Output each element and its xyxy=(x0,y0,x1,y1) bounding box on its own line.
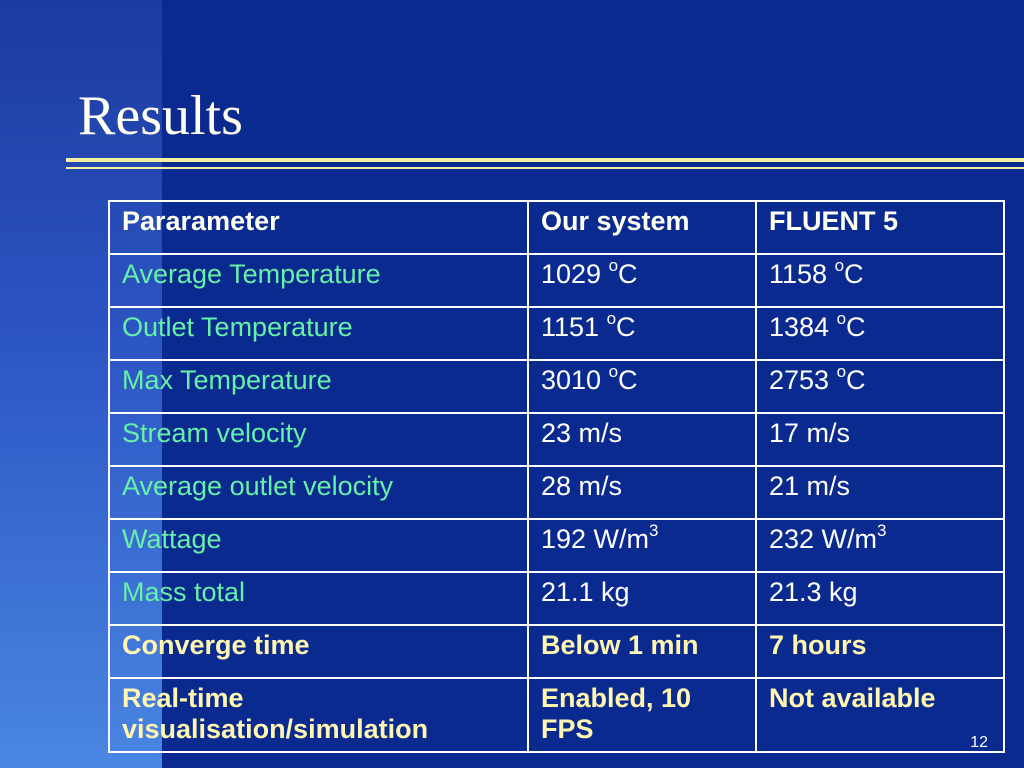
param-average-temperature: Average Temperature xyxy=(108,253,529,308)
unit-text: C xyxy=(616,312,636,342)
unit-text: C xyxy=(844,259,864,289)
table-row: Outlet Temperature 1151 oC 1384 oC xyxy=(108,306,1005,361)
page-number: 12 xyxy=(970,734,988,751)
ours-wattage: 192 W/m3 xyxy=(527,518,757,573)
table-row: Average outlet velocity 28 m/s 21 m/s xyxy=(108,465,1005,520)
title-underline-thin xyxy=(66,167,1024,169)
ours-outlet-temperature: 1151 oC xyxy=(527,306,757,361)
superscript: o xyxy=(608,362,619,381)
header-fluent: FLUENT 5 xyxy=(755,200,1005,255)
table-row: Max Temperature 3010 oC 2753 oC xyxy=(108,359,1005,414)
table-row: Stream velocity 23 m/s 17 m/s xyxy=(108,412,1005,467)
table-row: Wattage 192 W/m3 232 W/m3 xyxy=(108,518,1005,573)
superscript: o xyxy=(608,256,619,275)
fluent-wattage: 232 W/m3 xyxy=(755,518,1005,573)
unit-text: C xyxy=(618,365,638,395)
ours-max-temperature: 3010 oC xyxy=(527,359,757,414)
unit-text: C xyxy=(846,365,866,395)
param-converge-time: Converge time xyxy=(108,624,529,679)
param-real-time-visualisation: Real-time visualisation/simulation xyxy=(108,677,529,753)
table-row: Converge time Below 1 min 7 hours xyxy=(108,624,1005,679)
value-text: 1151 xyxy=(541,312,607,342)
value-text: 3010 xyxy=(541,365,609,395)
superscript: 3 xyxy=(877,521,887,540)
superscript: o xyxy=(836,362,847,381)
fluent-average-outlet-velocity: 21 m/s xyxy=(755,465,1005,520)
ours-converge-time: Below 1 min xyxy=(527,624,757,679)
param-average-outlet-velocity: Average outlet velocity xyxy=(108,465,529,520)
ours-average-temperature: 1029 oC xyxy=(527,253,757,308)
param-max-temperature: Max Temperature xyxy=(108,359,529,414)
fluent-average-temperature: 1158 oC xyxy=(755,253,1005,308)
fluent-stream-velocity: 17 m/s xyxy=(755,412,1005,467)
value-text: 232 W/m xyxy=(769,524,878,554)
ours-stream-velocity: 23 m/s xyxy=(527,412,757,467)
table-header-row: Pararameter Our system FLUENT 5 xyxy=(108,200,1005,255)
value-text: 1158 xyxy=(769,259,835,289)
ours-average-outlet-velocity: 28 m/s xyxy=(527,465,757,520)
table-row: Mass total 21.1 kg 21.3 kg xyxy=(108,571,1005,626)
param-wattage: Wattage xyxy=(108,518,529,573)
unit-text: C xyxy=(618,259,638,289)
title-underline-thick xyxy=(66,158,1024,162)
value-text: 192 W/m xyxy=(541,524,650,554)
fluent-max-temperature: 2753 oC xyxy=(755,359,1005,414)
fluent-outlet-temperature: 1384 oC xyxy=(755,306,1005,361)
param-stream-velocity: Stream velocity xyxy=(108,412,529,467)
param-mass-total: Mass total xyxy=(108,571,529,626)
fluent-mass-total: 21.3 kg xyxy=(755,571,1005,626)
superscript: o xyxy=(834,256,845,275)
table-row: Real-time visualisation/simulation Enabl… xyxy=(108,677,1005,753)
unit-text: C xyxy=(846,312,866,342)
results-table: Pararameter Our system FLUENT 5 Average … xyxy=(108,200,1005,753)
value-text: 2753 xyxy=(769,365,837,395)
superscript: o xyxy=(836,309,847,328)
ours-mass-total: 21.1 kg xyxy=(527,571,757,626)
header-our-system: Our system xyxy=(527,200,757,255)
fluent-converge-time: 7 hours xyxy=(755,624,1005,679)
superscript: 3 xyxy=(649,521,659,540)
superscript: o xyxy=(606,309,617,328)
fluent-real-time-visualisation: Not available xyxy=(755,677,1005,753)
slide-title: Results xyxy=(78,85,243,147)
param-outlet-temperature: Outlet Temperature xyxy=(108,306,529,361)
value-text: 1029 xyxy=(541,259,609,289)
ours-real-time-visualisation: Enabled, 10 FPS xyxy=(527,677,757,753)
table-row: Average Temperature 1029 oC 1158 oC xyxy=(108,253,1005,308)
value-text: 1384 xyxy=(769,312,837,342)
header-parameter: Pararameter xyxy=(108,200,529,255)
